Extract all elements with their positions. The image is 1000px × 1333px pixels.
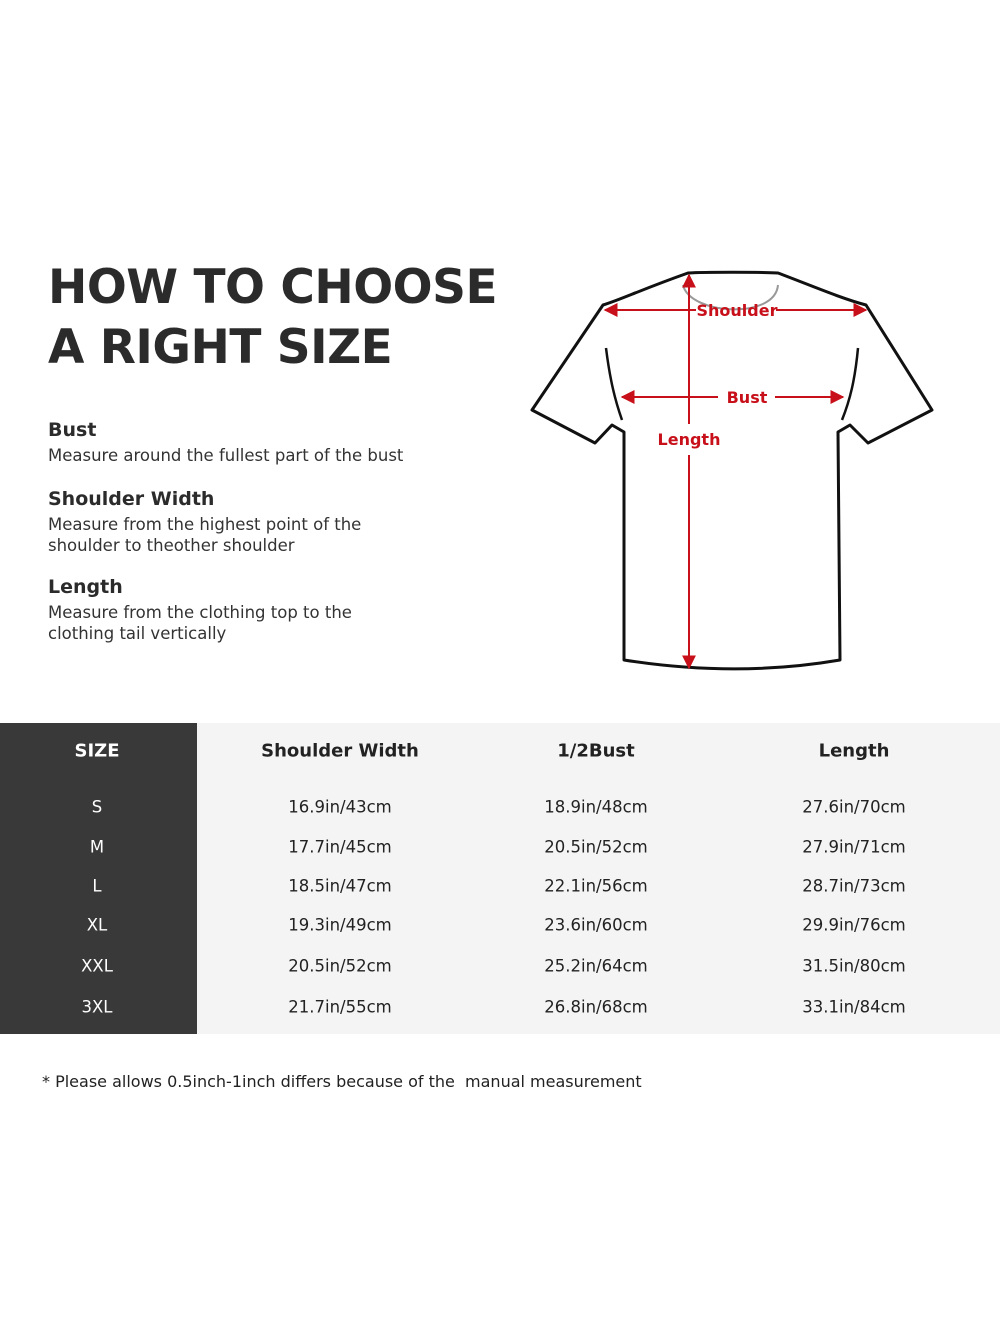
table-header: Shoulder Width	[261, 740, 419, 762]
table-cell: 27.6in/70cm	[802, 797, 906, 817]
table-cell: L	[92, 876, 102, 896]
guide-length: Length Measure from the clothing top to …	[48, 575, 468, 644]
table-cell: 21.7in/55cm	[288, 997, 392, 1017]
title-line-1: HOW TO CHOOSE	[48, 260, 498, 315]
table-cell: 31.5in/80cm	[802, 956, 906, 976]
measurement-note: * Please allows 0.5inch-1inch differs be…	[42, 1072, 642, 1091]
guide-heading: Bust	[48, 419, 97, 441]
table-cell: 19.3in/49cm	[288, 915, 392, 935]
page-title: HOW TO CHOOSE A RIGHT SIZE	[48, 258, 498, 378]
table-cell: M	[89, 837, 105, 857]
table-cell: S	[91, 797, 103, 817]
table-cell: XXL	[81, 956, 113, 976]
guide-text: Measure from the clothing top to the clo…	[48, 603, 352, 643]
table-cell: 16.9in/43cm	[288, 797, 392, 817]
table-header: SIZE	[74, 740, 120, 762]
table-cell: 33.1in/84cm	[802, 997, 906, 1017]
table-cell: 18.5in/47cm	[288, 876, 392, 896]
title-line-2: A RIGHT SIZE	[48, 320, 393, 375]
bust-label: Bust	[727, 388, 768, 407]
guide-text: Measure around the fullest part of the b…	[48, 446, 404, 465]
tshirt-outline	[530, 270, 934, 671]
size-column: SIZE S M L XL XXL 3XL	[0, 723, 197, 1034]
guide-text: Measure from the highest point of the sh…	[48, 515, 362, 555]
table-cell: 3XL	[81, 997, 113, 1017]
size-table: SIZE S M L XL XXL 3XL Shoulder Width 1/2Bust Len…	[0, 723, 1000, 1034]
table-cell: XL	[86, 915, 108, 935]
table-cell: 29.9in/76cm	[802, 915, 906, 935]
table-cell: 17.7in/45cm	[288, 837, 392, 857]
table-cell: 28.7in/73cm	[802, 876, 906, 896]
guide-heading: Shoulder Width	[48, 488, 215, 510]
guide-shoulder-width: Shoulder Width Measure from the highest …	[48, 487, 468, 556]
table-cell: 18.9in/48cm	[544, 797, 648, 817]
table-cell: 27.9in/71cm	[802, 837, 906, 857]
table-cell: 20.5in/52cm	[544, 837, 648, 857]
table-cell: 23.6in/60cm	[544, 915, 648, 935]
table-header: 1/2Bust	[557, 740, 635, 762]
table-header: Length	[818, 740, 890, 762]
table-cell: 22.1in/56cm	[544, 876, 648, 896]
table-cell: 26.8in/68cm	[544, 997, 648, 1017]
table-cell: 20.5in/52cm	[288, 956, 392, 976]
guide-bust: Bust Measure around the fullest part of …	[48, 418, 468, 466]
guide-heading: Length	[48, 576, 123, 598]
shoulder-label: Shoulder	[697, 301, 778, 320]
length-label: Length	[658, 430, 721, 449]
tshirt-diagram: Shoulder Bust Length	[530, 270, 934, 671]
table-cell: 25.2in/64cm	[544, 956, 648, 976]
